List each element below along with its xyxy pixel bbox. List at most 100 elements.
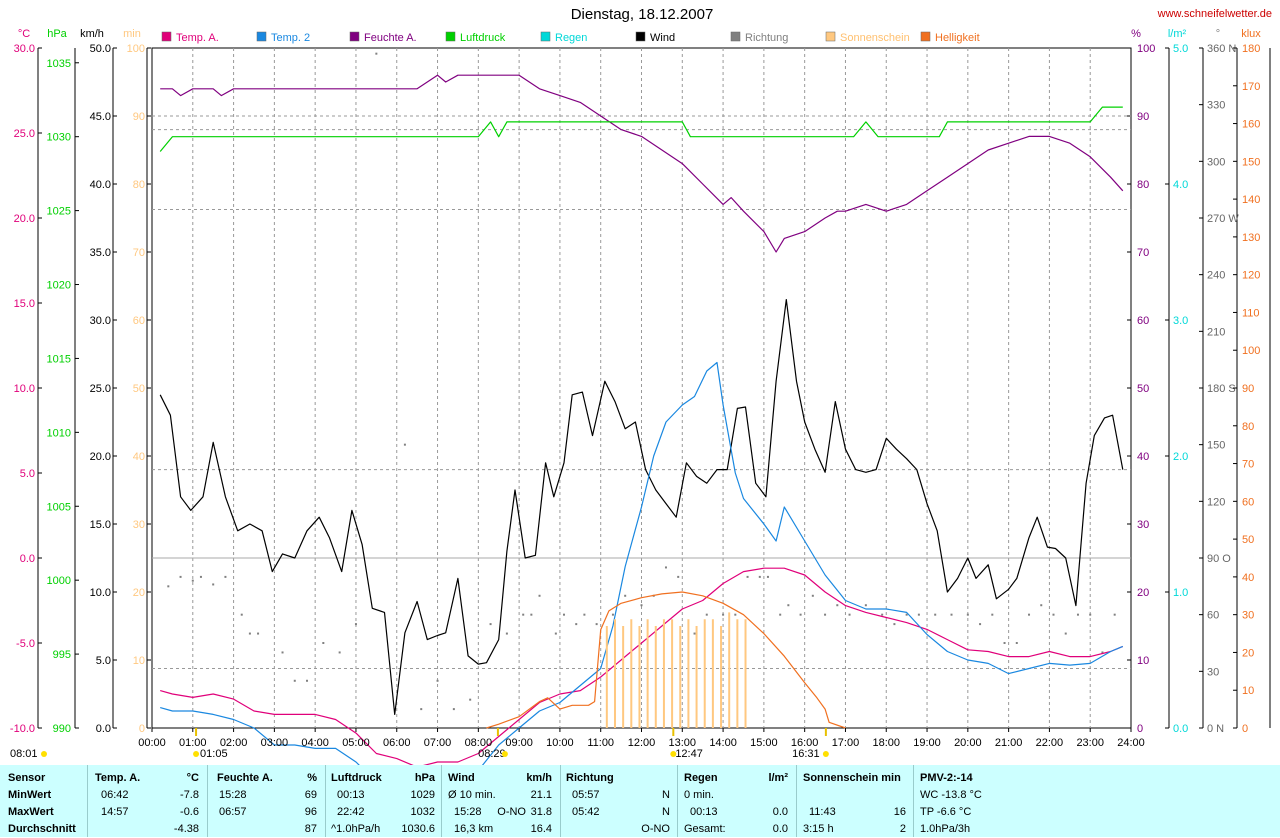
stats-temp-min: -7.8: [180, 789, 199, 801]
temp-axis-label: 25.0: [14, 128, 35, 140]
stats-regen-total-label: Gesamt:: [684, 823, 726, 835]
site-link[interactable]: www.schneifelwetter.de: [1157, 8, 1272, 20]
klux-axis-label: 60: [1242, 496, 1254, 508]
x-tick-label: 24:00: [1117, 737, 1145, 749]
sun-axis-label: 60: [133, 315, 145, 327]
x-tick-label: 16:00: [791, 737, 819, 749]
x-tick-label: 05:00: [342, 737, 370, 749]
axis-unit: °: [1216, 28, 1220, 40]
regen-axis-label: 5.0: [1173, 43, 1188, 55]
hpa-axis-label: 1005: [47, 501, 71, 513]
wind-axis-label: 5.0: [96, 655, 111, 667]
wind-axis-label: 0.0: [96, 723, 111, 735]
stats-header-sonnenschein: Sonnenschein min: [803, 772, 901, 784]
klux-axis-label: 70: [1242, 459, 1254, 471]
regen-axis-label: 4.0: [1173, 179, 1188, 191]
richtung-point: [281, 651, 284, 654]
klux-axis-label: 40: [1242, 572, 1254, 584]
richtung-point: [836, 604, 839, 607]
sun-axis-label: 40: [133, 451, 145, 463]
klux-axis-label: 30: [1242, 610, 1254, 622]
stats-richtung-min-time: 05:57: [572, 789, 600, 801]
richtung-point: [758, 575, 761, 578]
stats-row-label: MaxWert: [8, 806, 54, 818]
stats-luft-max: 1032: [410, 806, 435, 818]
stats-unit-regen: l/m²: [768, 772, 788, 784]
axis-unit: min: [123, 28, 141, 40]
sun-axis-label: 30: [133, 519, 145, 531]
richtung-point: [469, 698, 472, 701]
x-tick-label: 11:00: [587, 737, 614, 749]
richtung-axis-label: 330: [1207, 100, 1225, 112]
richtung-point: [1076, 613, 1079, 616]
richtung-point: [779, 613, 782, 616]
stats-col-regen: Regen l/m² 0 min. 00:13 0.0 Gesamt: 0.0: [684, 770, 788, 838]
wind-axis-label: 30.0: [90, 315, 111, 327]
richtung-point: [293, 679, 296, 682]
stats-header-temp: Temp. A.: [95, 772, 141, 784]
hpa-axis-label: 1010: [47, 427, 71, 439]
richtung-point: [677, 575, 680, 578]
event-label: 12:47: [675, 748, 703, 760]
stats-col-wind: Wind km/h Ø 10 min. 21.1 15:28 O-NO 31.8 16,…: [448, 770, 552, 838]
richtung-point: [562, 613, 565, 616]
stats-wind-max-dir: O-NO: [497, 806, 526, 818]
richtung-point: [530, 613, 533, 616]
stats-richtung-max: N: [662, 806, 670, 818]
richtung-point: [1052, 613, 1055, 616]
stats-wind-distance: 16,3 km: [454, 823, 494, 835]
wind-line: [159, 299, 1124, 716]
stats-temp-min-time: 06:42: [101, 789, 129, 801]
x-tick-label: 18:00: [872, 737, 900, 749]
stats-temp-avg: -4.38: [173, 823, 199, 835]
wind-axis-label: 50.0: [90, 43, 111, 55]
chart-title: Dienstag, 18.12.2007: [571, 6, 714, 23]
richtung-point: [624, 594, 627, 597]
klux-axis-label: 20: [1242, 647, 1254, 659]
richtung-point: [420, 708, 423, 711]
temp-axis-label: 15.0: [14, 298, 35, 310]
x-tick-label: 02:00: [220, 737, 248, 749]
feuchte-axis-label: 10: [1137, 655, 1149, 667]
richtung-point: [848, 613, 851, 616]
klux-axis-label: 170: [1242, 81, 1260, 93]
legend-swatch: [635, 31, 646, 42]
legend-label: Feuchte A.: [364, 32, 417, 44]
legend-label: Temp. 2: [271, 32, 310, 44]
richtung-point: [824, 613, 827, 616]
stats-unit-luftdruck: hPa: [414, 772, 435, 784]
axis-unit: km/h: [80, 28, 104, 40]
temp-axis-label: 20.0: [14, 213, 35, 225]
richtung-point: [966, 613, 969, 616]
richtung-point: [811, 594, 814, 597]
legend-label: Richtung: [745, 32, 788, 44]
sun-icon: [41, 751, 47, 757]
richtung-point: [799, 613, 802, 616]
richtung-axis-label: 90 O: [1207, 553, 1231, 565]
stats-feuchte-max: 96: [304, 806, 317, 818]
wind-axis-label: 40.0: [90, 179, 111, 191]
event-label: 08:01: [10, 748, 38, 760]
stats-pmv-trend: 1.0hPa/3h: [920, 823, 971, 835]
x-axis: 00:00 01:00 02:00 03:00 04:00 05:00 06:00 07:00…: [138, 728, 1145, 749]
richtung-point: [905, 613, 908, 616]
stats-sun-max: 16: [893, 806, 906, 818]
stats-wind-max-time: 15:28: [454, 806, 482, 818]
stats-regen-total: 0.0: [772, 823, 788, 835]
legend-label: Temp. A.: [176, 32, 219, 44]
x-tick-label: 20:00: [954, 737, 982, 749]
sun-axis-label: 50: [133, 383, 145, 395]
richtung-point: [595, 623, 598, 626]
wind-axis-label: 10.0: [90, 587, 111, 599]
richtung-axis-label: 60: [1207, 610, 1219, 622]
richtung-point: [306, 679, 309, 682]
richtung-point: [257, 632, 260, 635]
klux-axis-label: 100: [1242, 345, 1260, 357]
x-tick-label: 21:00: [995, 737, 1023, 749]
hpa-axis-label: 1025: [47, 206, 71, 218]
legend-swatch: [825, 31, 836, 42]
klux-axis-label: 110: [1242, 307, 1260, 319]
richtung-point: [505, 632, 508, 635]
right-axes: 10090807060504030201005.04.03.02.01.00.0…: [1127, 43, 1260, 735]
wind-axis-label: 35.0: [90, 247, 111, 259]
